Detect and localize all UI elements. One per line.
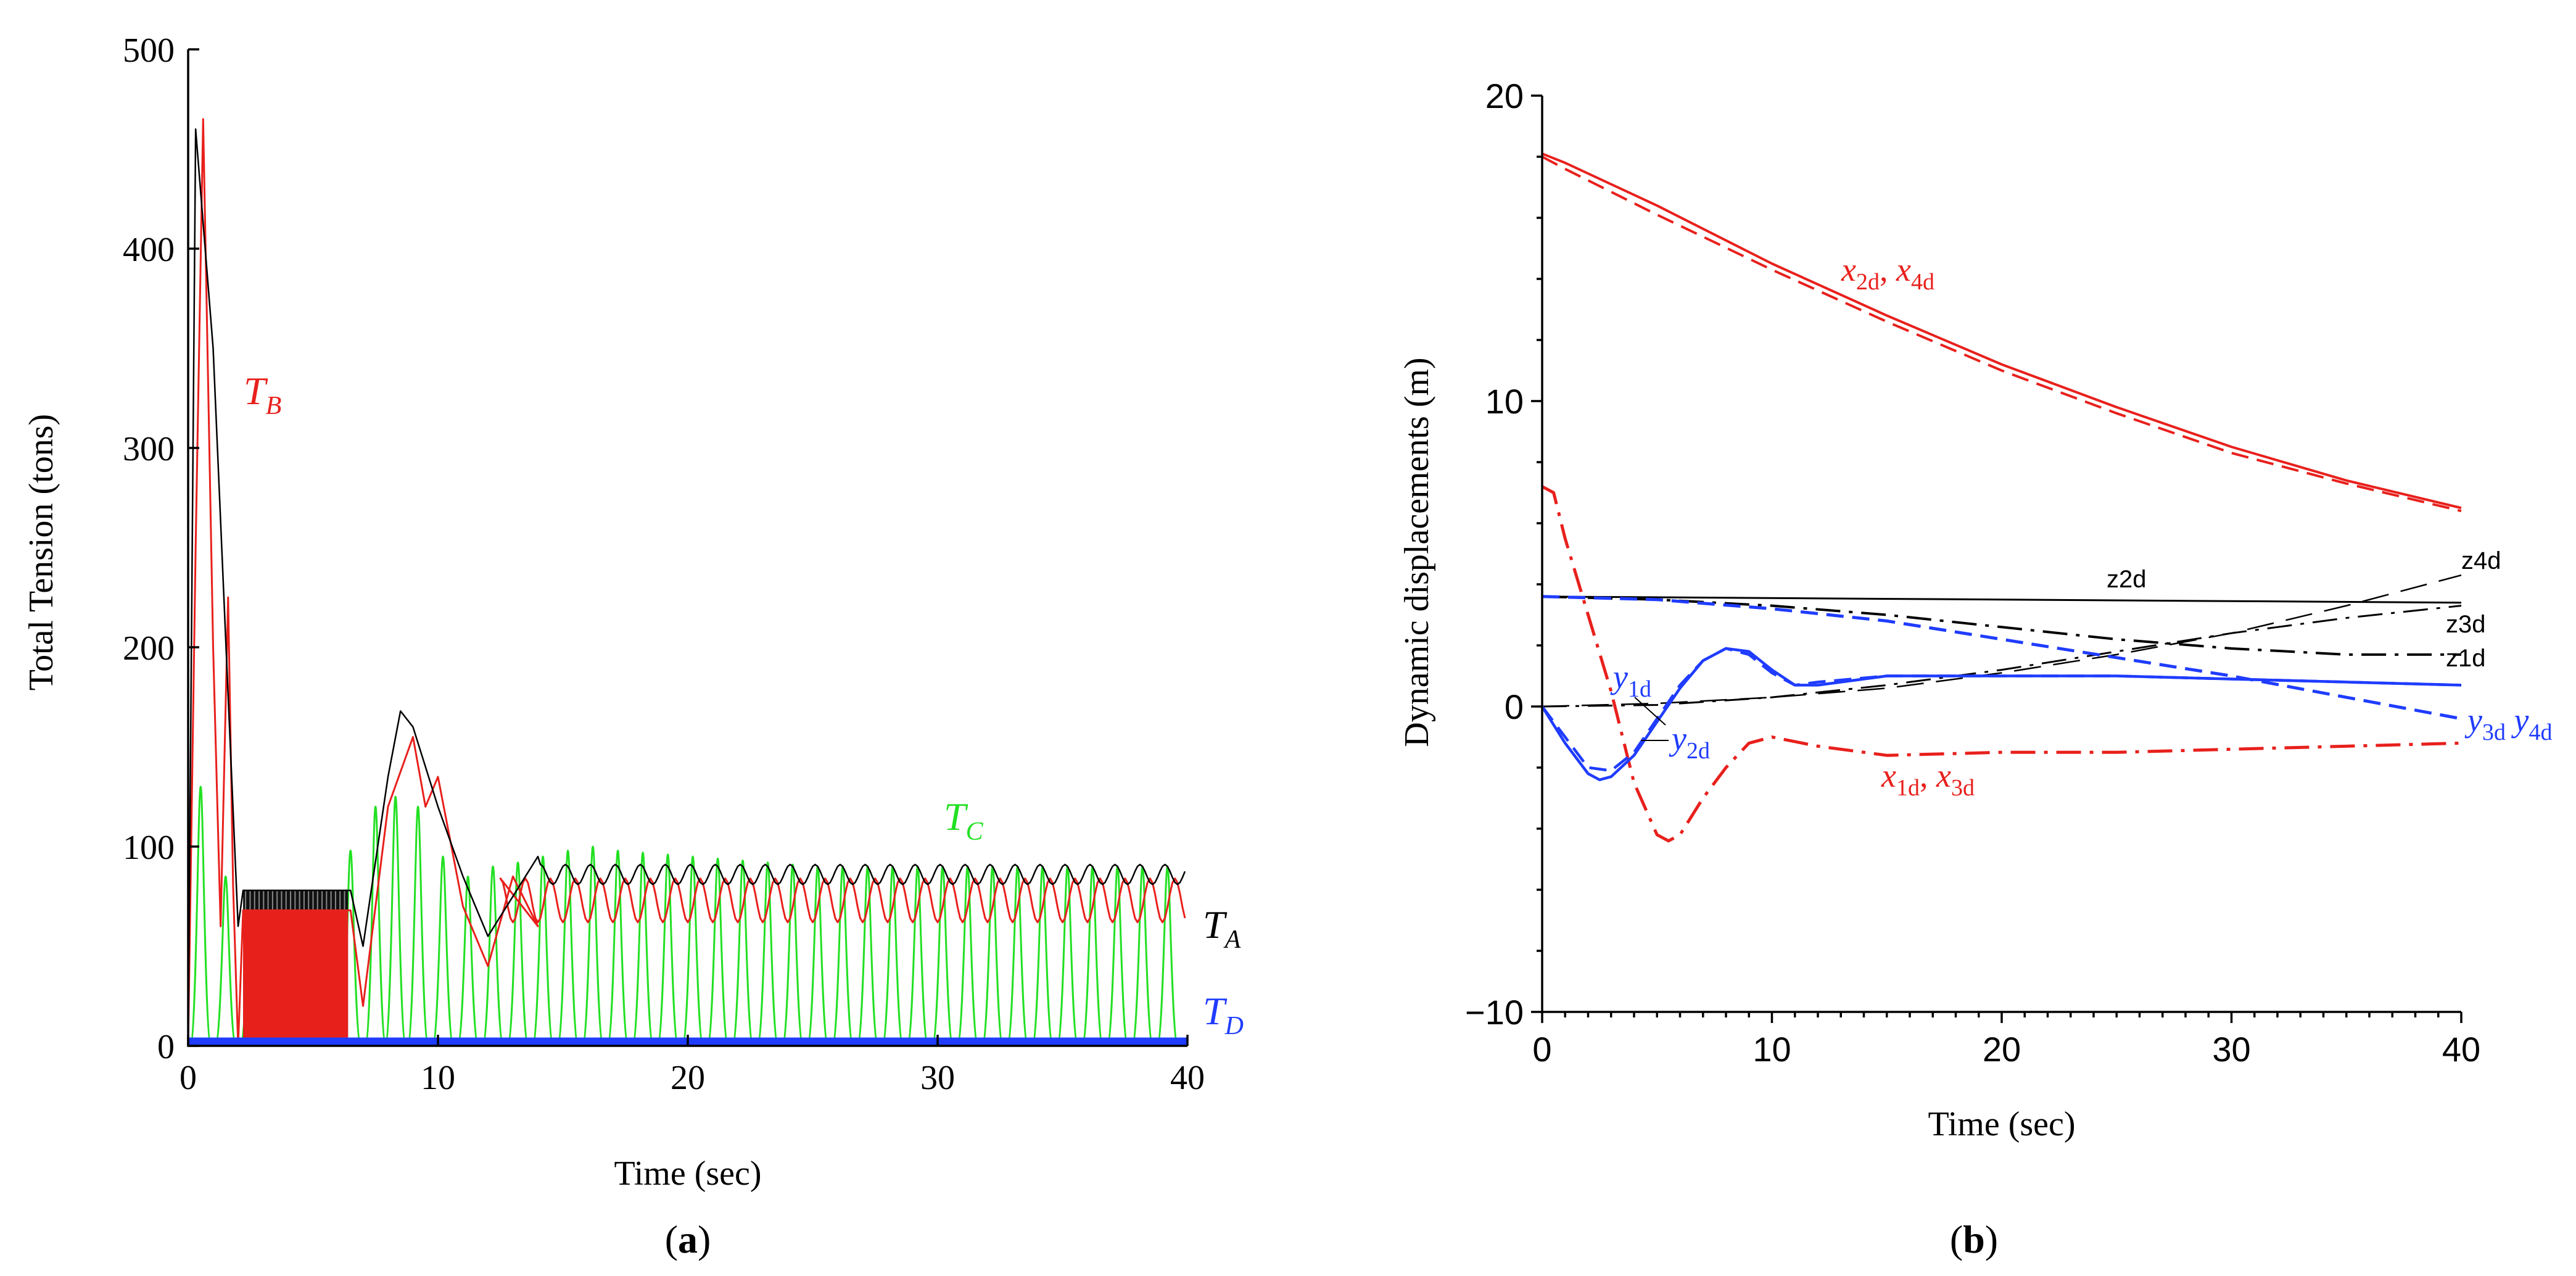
chart-a-xtick-label: 10 bbox=[421, 1059, 455, 1097]
panel-b-label-letter: b bbox=[1963, 1217, 1985, 1261]
label-y1d-main: y bbox=[1610, 658, 1628, 695]
panel-a-label-letter: a bbox=[678, 1217, 698, 1261]
series-label-TD: TD bbox=[1203, 989, 1244, 1040]
chart-a-xtick-label: 0 bbox=[180, 1059, 197, 1097]
chart-b-xtick-label: 20 bbox=[1983, 1030, 2021, 1069]
series-x1d_x3d-line bbox=[1541, 485, 2462, 843]
chart-b-ylabel: Dynamic displacements (m) bbox=[1398, 357, 1436, 747]
chart-a-ytick-label: 100 bbox=[123, 829, 175, 867]
label-z3d: z3d bbox=[2446, 611, 2486, 638]
series-label-main: T bbox=[944, 795, 968, 839]
chart-b-ytick-label: 20 bbox=[1485, 77, 1524, 115]
chart-a-ytick-label: 0 bbox=[157, 1028, 175, 1066]
label-x2d-x4d: x2d, x4d bbox=[1841, 251, 1934, 295]
series-y1d_y2d-line bbox=[1541, 647, 2462, 782]
label-y3d-y4d-main: y bbox=[2511, 702, 2529, 739]
label-x1d-x3d-main: x bbox=[1881, 757, 1896, 794]
label-x2d-x4d-main: x bbox=[1841, 251, 1856, 288]
panel-a-label: (a) bbox=[665, 1217, 711, 1261]
series-y1d_y2d_b-line bbox=[1541, 647, 2462, 773]
label-x1d-x3d: x1d, x3d bbox=[1881, 757, 1975, 801]
series-z2d-line bbox=[1542, 595, 2462, 604]
chart-b-xtick-label: 10 bbox=[1752, 1030, 1791, 1069]
series-TB-line bbox=[187, 118, 1186, 1047]
series-TA-line bbox=[187, 128, 1186, 1046]
chart-b-xtick-label: 40 bbox=[2442, 1030, 2480, 1069]
series-z3d-line bbox=[1542, 595, 2461, 656]
chart-a-xtick-label: 30 bbox=[920, 1059, 955, 1097]
label-y2d-main: y bbox=[1669, 720, 1686, 757]
label-y3d-y4d-sub: 3d bbox=[2482, 719, 2506, 745]
chart-b-series bbox=[1541, 152, 2462, 843]
series-label-sub: B bbox=[266, 392, 282, 420]
chart-b-xlabel: Time (sec) bbox=[1928, 1105, 2075, 1143]
series-label-sub: A bbox=[1223, 926, 1241, 954]
chart-a-ytick-label: 500 bbox=[123, 31, 175, 70]
chart-b-ytick-label: 10 bbox=[1485, 382, 1524, 421]
series-TB-dense-block bbox=[243, 910, 349, 1046]
chart-a-xtick-label: 20 bbox=[671, 1059, 705, 1097]
label-y3d-y4d-main: y bbox=[2464, 702, 2482, 739]
label-z2d: z2d bbox=[2107, 566, 2147, 593]
series-label-TA: TA bbox=[1203, 903, 1241, 954]
chart-a-xtick-label: 40 bbox=[1170, 1059, 1205, 1097]
leader-y1d bbox=[1634, 697, 1666, 726]
label-x2d-x4d-sub: 4d bbox=[1911, 269, 1934, 295]
series-x2d_x4d-line bbox=[1542, 152, 2462, 510]
label-x1d-x3d-sep: , bbox=[1920, 757, 1936, 794]
label-y3d-y4d-sub: 4d bbox=[2529, 719, 2552, 745]
chart-b-ytick-label: 0 bbox=[1505, 687, 1524, 726]
label-z4d: z4d bbox=[2461, 547, 2501, 574]
series-label-TB: TB bbox=[244, 369, 281, 420]
label-x1d-x3d-main: x bbox=[1936, 757, 1951, 794]
chart-a-ytick-label: 300 bbox=[123, 430, 175, 468]
chart-a-series bbox=[187, 118, 1187, 1047]
series-z4d-line bbox=[1542, 574, 2462, 708]
series-label-main: T bbox=[1203, 989, 1228, 1033]
chart-a-xlabel: Time (sec) bbox=[614, 1154, 761, 1193]
chart-a-ytick-label: 400 bbox=[123, 231, 175, 269]
label-y1d-sub: 1d bbox=[1628, 676, 1651, 702]
label-y3d-y4d-sep bbox=[2506, 702, 2514, 739]
series-TC-line bbox=[188, 785, 1187, 1047]
chart-a-ylabel: Total Tension (tons) bbox=[22, 414, 60, 690]
label-z1d: z1d bbox=[2446, 645, 2486, 672]
series-label-sub: C bbox=[966, 818, 984, 846]
chart-b-ytick-label: −10 bbox=[1465, 993, 1524, 1032]
chart-b-xtick-label: 0 bbox=[1532, 1030, 1551, 1069]
chart-b-axes bbox=[1541, 96, 2461, 1013]
series-label-TC: TC bbox=[944, 795, 984, 846]
label-x1d-x3d-sub: 1d bbox=[1896, 775, 1920, 801]
label-x1d-x3d-sub: 3d bbox=[1951, 775, 1975, 801]
series-x2d_x4d_b-line bbox=[1542, 155, 2462, 513]
label-x2d-x4d-sep: , bbox=[1880, 251, 1896, 288]
series-y3d_y4d-line bbox=[1542, 595, 2462, 721]
label-y3d-y4d: y3d y4d bbox=[2464, 702, 2552, 745]
label-y2d: y2d bbox=[1669, 720, 1710, 764]
label-x2d-x4d-sub: 2d bbox=[1856, 269, 1880, 295]
panel-b-label: (b) bbox=[1950, 1217, 1998, 1261]
series-label-sub: D bbox=[1224, 1012, 1244, 1040]
series-z1d-line bbox=[1542, 605, 2462, 708]
series-label-main: T bbox=[1203, 903, 1228, 947]
label-y1d: y1d bbox=[1610, 658, 1651, 702]
label-y2d-sub: 2d bbox=[1686, 738, 1710, 764]
chart-a-ytick-label: 200 bbox=[123, 629, 175, 668]
label-x2d-x4d-main: x bbox=[1896, 251, 1911, 288]
series-label-main: T bbox=[244, 369, 268, 413]
chart-b-xtick-label: 30 bbox=[2212, 1030, 2250, 1069]
